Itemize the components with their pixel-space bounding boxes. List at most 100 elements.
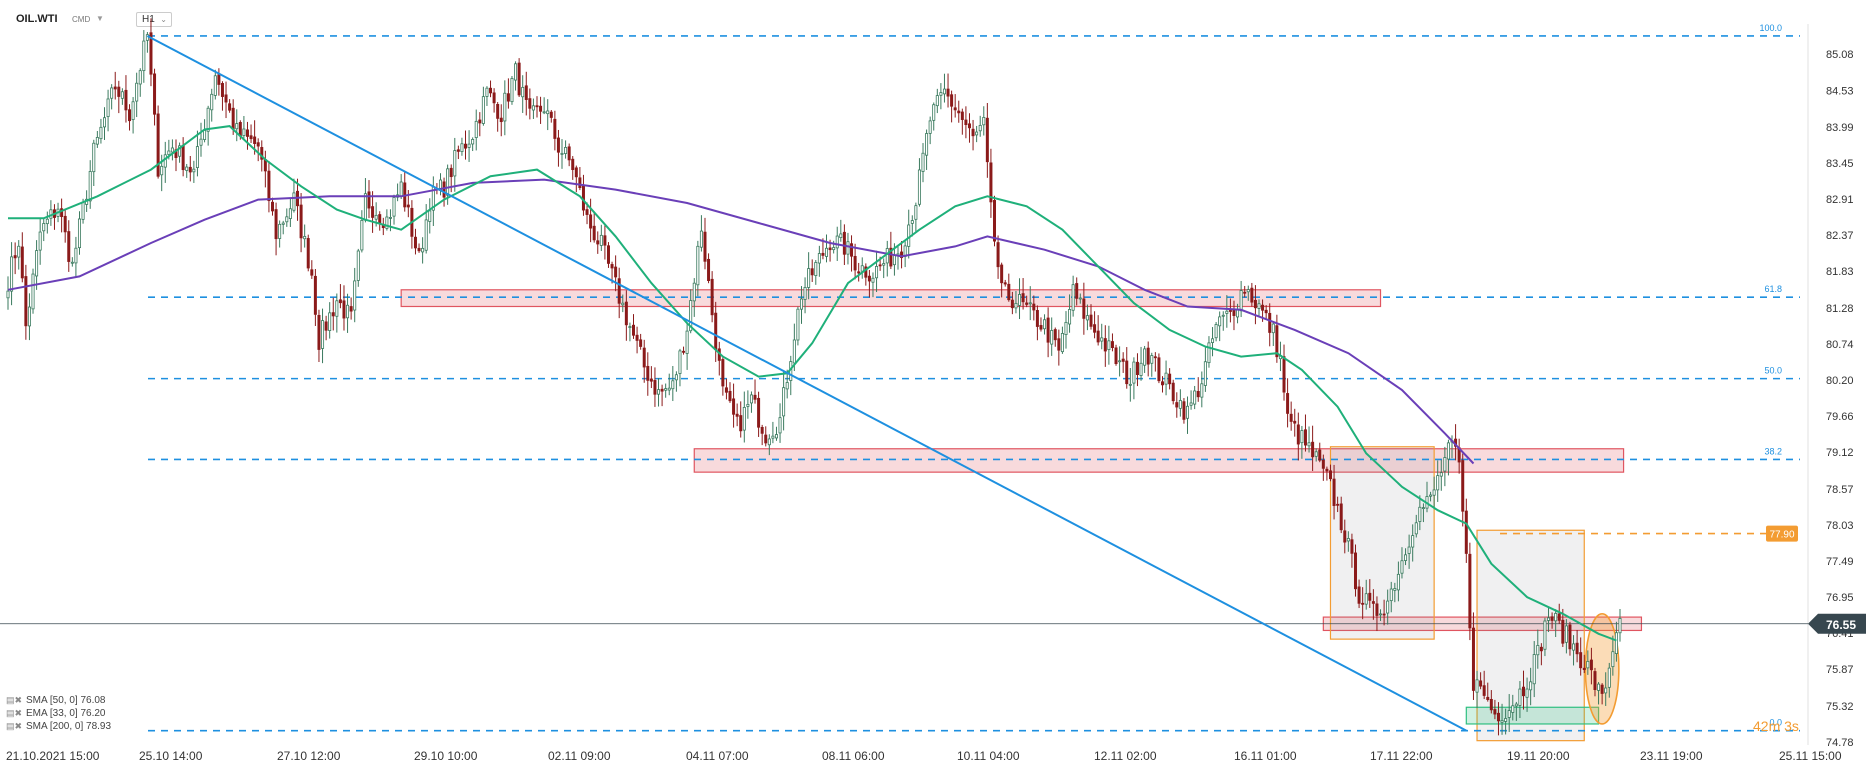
candle-body	[1421, 507, 1425, 510]
candle-body	[1296, 424, 1300, 445]
candle-body	[1364, 593, 1368, 605]
fib-level-label: 0.0	[1769, 718, 1782, 728]
candle-body	[306, 238, 310, 269]
candle-body	[978, 124, 982, 132]
candle-body	[220, 83, 224, 97]
candle-body	[524, 85, 528, 100]
candle-body	[1107, 340, 1111, 351]
candle-body	[231, 107, 235, 130]
candle-body	[385, 216, 389, 229]
candle-body	[614, 266, 618, 278]
x-tick-label: 25.11 15:00	[1779, 749, 1842, 763]
settings-close-icon[interactable]: ▤✖	[6, 708, 23, 718]
candle-body	[531, 105, 535, 111]
candle-body	[228, 103, 232, 111]
candle-body	[1600, 684, 1604, 694]
candle-body	[1303, 429, 1307, 446]
candle-body	[803, 287, 807, 300]
candle-body	[92, 142, 96, 173]
candle-body	[564, 147, 568, 154]
candle-body	[1418, 506, 1422, 522]
candle-body	[1261, 304, 1265, 311]
candle-body	[1093, 324, 1097, 333]
timeframe-selector[interactable]: H1 ⌄	[136, 12, 172, 27]
fib-level-label: 50.0	[1764, 366, 1782, 376]
y-tick-label: 85.08	[1826, 49, 1854, 61]
candle-body	[1157, 357, 1161, 382]
candle-body	[828, 247, 832, 251]
candle-body	[110, 87, 114, 99]
candle-body	[1010, 299, 1014, 309]
chevron-down-icon[interactable]: ▼	[96, 14, 104, 23]
candle-body	[1464, 510, 1468, 554]
y-tick-label: 80.20	[1826, 375, 1854, 387]
x-tick-label: 23.11 19:00	[1640, 749, 1703, 763]
candle-body	[260, 147, 264, 160]
candle-body	[185, 166, 189, 171]
candle-body	[478, 119, 482, 124]
settings-close-icon[interactable]: ▤✖	[6, 695, 23, 705]
candle-body	[1253, 299, 1257, 309]
candle-body	[1564, 625, 1568, 643]
candle-body	[721, 359, 725, 387]
candle-body	[1110, 341, 1114, 349]
candle-body	[517, 62, 521, 96]
candle-body	[1178, 400, 1182, 409]
candle-body	[796, 308, 800, 341]
candle-body	[1053, 329, 1057, 341]
candle-body	[120, 91, 124, 99]
candle-body	[206, 107, 210, 132]
candle-body	[170, 147, 174, 153]
fib-level-label: 61.8	[1764, 284, 1782, 294]
candle-body	[1250, 287, 1254, 303]
candle-body	[1307, 442, 1311, 447]
candle-body	[1407, 546, 1411, 554]
candle-body	[839, 233, 843, 239]
candle-body	[553, 118, 557, 139]
candle-body	[1471, 627, 1475, 691]
candle-body	[1085, 315, 1089, 321]
legend-label: SMA [200, 0] 78.93	[26, 721, 112, 732]
candle-body	[489, 87, 493, 94]
candle-body	[982, 117, 986, 126]
candle-body	[589, 214, 593, 229]
candle-body	[1239, 290, 1243, 312]
y-tick-label: 81.83	[1826, 266, 1854, 278]
candle-body	[253, 136, 257, 144]
candle-body	[20, 246, 24, 279]
candle-body	[1171, 382, 1175, 402]
candle-body	[1382, 613, 1386, 616]
candle-body	[989, 162, 993, 203]
candle-body	[235, 123, 239, 130]
candle-body	[1043, 319, 1047, 330]
candle-body	[274, 209, 278, 240]
candle-body	[349, 306, 353, 312]
x-tick-label: 29.10 10:00	[414, 749, 478, 763]
candle-body	[1582, 667, 1586, 671]
x-tick-label: 27.10 12:00	[277, 749, 341, 763]
candle-body	[1572, 643, 1576, 651]
candle-body	[1346, 538, 1350, 542]
symbol-label[interactable]: OIL.WTI	[16, 13, 58, 25]
settings-close-icon[interactable]: ▤✖	[6, 721, 23, 731]
candle-body	[42, 223, 46, 232]
candle-body	[156, 113, 160, 177]
candle-body	[707, 258, 711, 281]
candle-body	[131, 101, 135, 120]
candle-body	[1078, 297, 1082, 300]
candle-body	[985, 117, 989, 163]
candle-body	[1479, 680, 1483, 687]
candle-body	[1475, 679, 1479, 693]
candle-body	[371, 206, 375, 218]
candle-body	[1046, 317, 1050, 343]
candle-body	[1064, 321, 1068, 335]
candle-body	[456, 149, 460, 152]
candle-body	[1228, 310, 1232, 312]
candle-body	[571, 158, 575, 170]
candle-body	[1160, 381, 1164, 386]
candle-body	[1493, 709, 1497, 715]
candle-body	[342, 300, 346, 319]
candle-body	[1321, 459, 1325, 469]
candle-body	[442, 181, 446, 198]
